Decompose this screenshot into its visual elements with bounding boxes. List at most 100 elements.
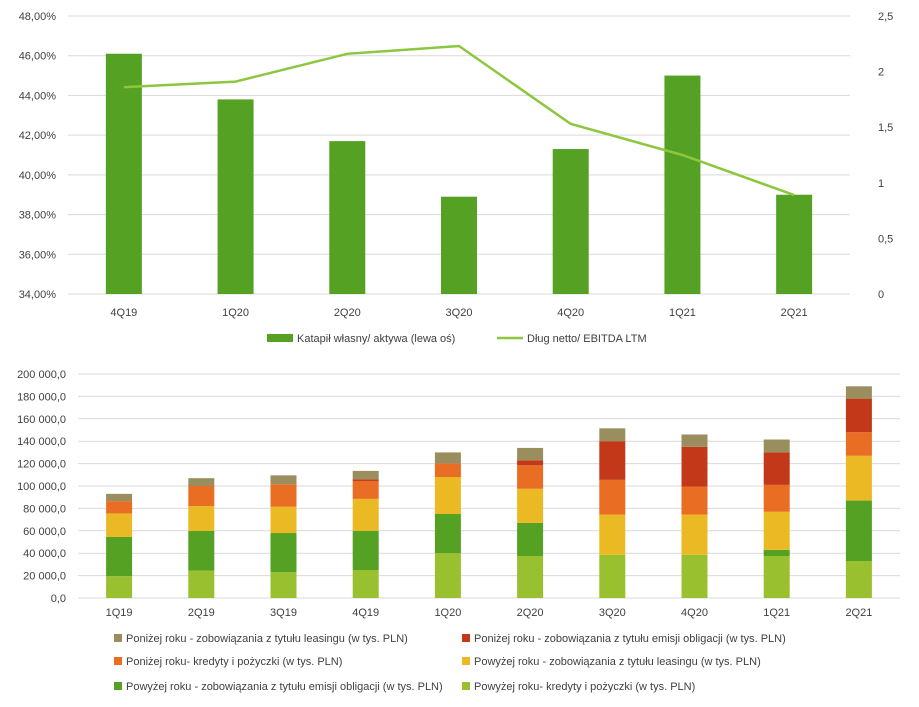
- y-axis-tick-label: 140 000,0: [17, 436, 66, 448]
- legend-swatch: [114, 657, 122, 665]
- bar: [329, 141, 366, 294]
- bar-segment: [188, 570, 215, 598]
- legend-label: Dług netto/ EBITDA LTM: [527, 333, 647, 345]
- left-axis-tick-label: 48,00%: [19, 11, 57, 23]
- bar-segment: [188, 486, 215, 507]
- bar-segment: [845, 561, 872, 598]
- y-axis-tick-label: 180 000,0: [17, 391, 66, 403]
- bar: [552, 149, 589, 294]
- bar-segment: [188, 530, 215, 571]
- bar-segment: [352, 570, 379, 598]
- legend-swatch: [267, 334, 293, 342]
- bar-segment: [681, 446, 708, 487]
- right-axis-tick-label: 0: [878, 289, 884, 301]
- bar-segment: [188, 478, 215, 486]
- bar-segment: [434, 452, 461, 464]
- bar-segment: [517, 447, 544, 461]
- bar-segment: [106, 501, 133, 514]
- bar-segment: [270, 506, 297, 534]
- bar-segment: [434, 477, 461, 514]
- y-axis-tick-label: 80 000,0: [23, 503, 66, 515]
- right-axis-tick-label: 1: [878, 178, 884, 190]
- x-axis-tick-label: 2Q20: [334, 307, 361, 319]
- chart-debt-structure: 0,0 20 000,0 40 000,0 60 000,0 80 000,0 100 0…: [17, 369, 900, 693]
- bar-segment: [434, 463, 461, 478]
- y-axis-tick-label: 60 000,0: [23, 526, 66, 538]
- legend-swatch: [114, 634, 122, 642]
- y-axis-tick-label: 20 000,0: [23, 571, 66, 583]
- series-line: [123, 44, 795, 197]
- bar-segment: [434, 514, 461, 554]
- bar-segment: [845, 455, 872, 501]
- bar: [664, 75, 701, 294]
- bar-segment: [763, 452, 790, 485]
- bar-segment: [845, 386, 872, 399]
- x-axis-tick-label: 4Q20: [557, 307, 584, 319]
- x-axis-tick-label: 4Q20: [681, 607, 708, 619]
- left-axis-tick-label: 42,00%: [19, 130, 57, 142]
- bar-segment: [763, 511, 790, 550]
- bar-segment: [599, 479, 626, 515]
- bar-segment: [270, 533, 297, 573]
- right-axis-tick-label: 2: [878, 67, 884, 79]
- y-axis-tick-label: 40 000,0: [23, 548, 66, 560]
- bar-segment: [188, 506, 215, 531]
- x-axis-tick-label: 3Q20: [446, 307, 473, 319]
- bar-segment: [763, 439, 790, 453]
- bar-segment: [599, 554, 626, 598]
- legend-swatch: [114, 682, 122, 690]
- x-axis-tick-label: 3Q19: [270, 607, 297, 619]
- x-axis-tick-label: 1Q20: [434, 607, 461, 619]
- bar-segment: [434, 553, 461, 598]
- y-axis-tick-label: 100 000,0: [17, 481, 66, 493]
- bar-segment: [517, 488, 544, 523]
- legend-label: Poniżej roku - zobowiązania z tytułu emi…: [474, 633, 786, 645]
- bar-segment: [270, 572, 297, 598]
- bar-segment: [352, 530, 379, 570]
- left-axis-tick-label: 46,00%: [19, 51, 57, 63]
- bar-segment: [270, 475, 297, 485]
- y-axis-tick-label: 120 000,0: [17, 459, 66, 471]
- left-axis-tick-label: 36,00%: [19, 249, 57, 261]
- legend-label: Powyżej roku- kredyty i pożyczki (w tys.…: [474, 681, 695, 693]
- bar-segment: [106, 493, 133, 502]
- bar-segment: [845, 432, 872, 456]
- y-axis-tick-label: 0,0: [51, 593, 66, 605]
- bar-segment: [106, 513, 133, 537]
- bar-segment: [352, 470, 379, 480]
- bar-segment: [599, 428, 626, 442]
- bar-segment: [270, 484, 297, 507]
- left-axis-tick-label: 40,00%: [19, 170, 57, 182]
- bar-segment: [763, 549, 790, 556]
- bar-segment: [763, 556, 790, 598]
- bar-segment: [517, 460, 544, 466]
- x-axis-tick-label: 2Q21: [781, 307, 808, 319]
- bar-segment: [681, 514, 708, 555]
- x-axis-tick-label: 1Q21: [669, 307, 696, 319]
- legend-label: Poniżej roku - zobowiązania z tytułu lea…: [126, 633, 408, 645]
- chart-equity-ratio-and-net-debt: 34,00% 36,00% 38,00% 40,00% 42,00% 44,00% 46,0…: [19, 11, 894, 345]
- x-axis-tick-label: 4Q19: [352, 607, 379, 619]
- bar-segment: [352, 480, 379, 499]
- x-axis-tick-label: 1Q21: [763, 607, 790, 619]
- legend-label: Poniżej roku- kredyty i pożyczki (w tys.…: [126, 656, 342, 668]
- bar-segment: [599, 441, 626, 480]
- legend-swatch: [462, 657, 470, 665]
- x-axis-tick-label: 2Q20: [517, 607, 544, 619]
- legend-label: Katapił własny/ aktywa (lewa oś): [297, 333, 455, 345]
- x-axis-tick-label: 2Q21: [845, 607, 872, 619]
- legend-swatch: [462, 634, 470, 642]
- bar-segment: [681, 486, 708, 515]
- bar-segment: [352, 498, 379, 531]
- bar-segment: [599, 514, 626, 555]
- y-axis-tick-label: 160 000,0: [17, 414, 66, 426]
- y-axis-tick-label: 200 000,0: [17, 369, 66, 381]
- bar-segment: [517, 522, 544, 556]
- bar-segment: [681, 554, 708, 598]
- bar-segment: [845, 398, 872, 433]
- bar: [105, 53, 142, 294]
- legend-label: Powyżej roku - zobowiązania z tytułu emi…: [126, 681, 443, 693]
- bar-segment: [106, 536, 133, 577]
- left-axis-tick-label: 34,00%: [19, 289, 57, 301]
